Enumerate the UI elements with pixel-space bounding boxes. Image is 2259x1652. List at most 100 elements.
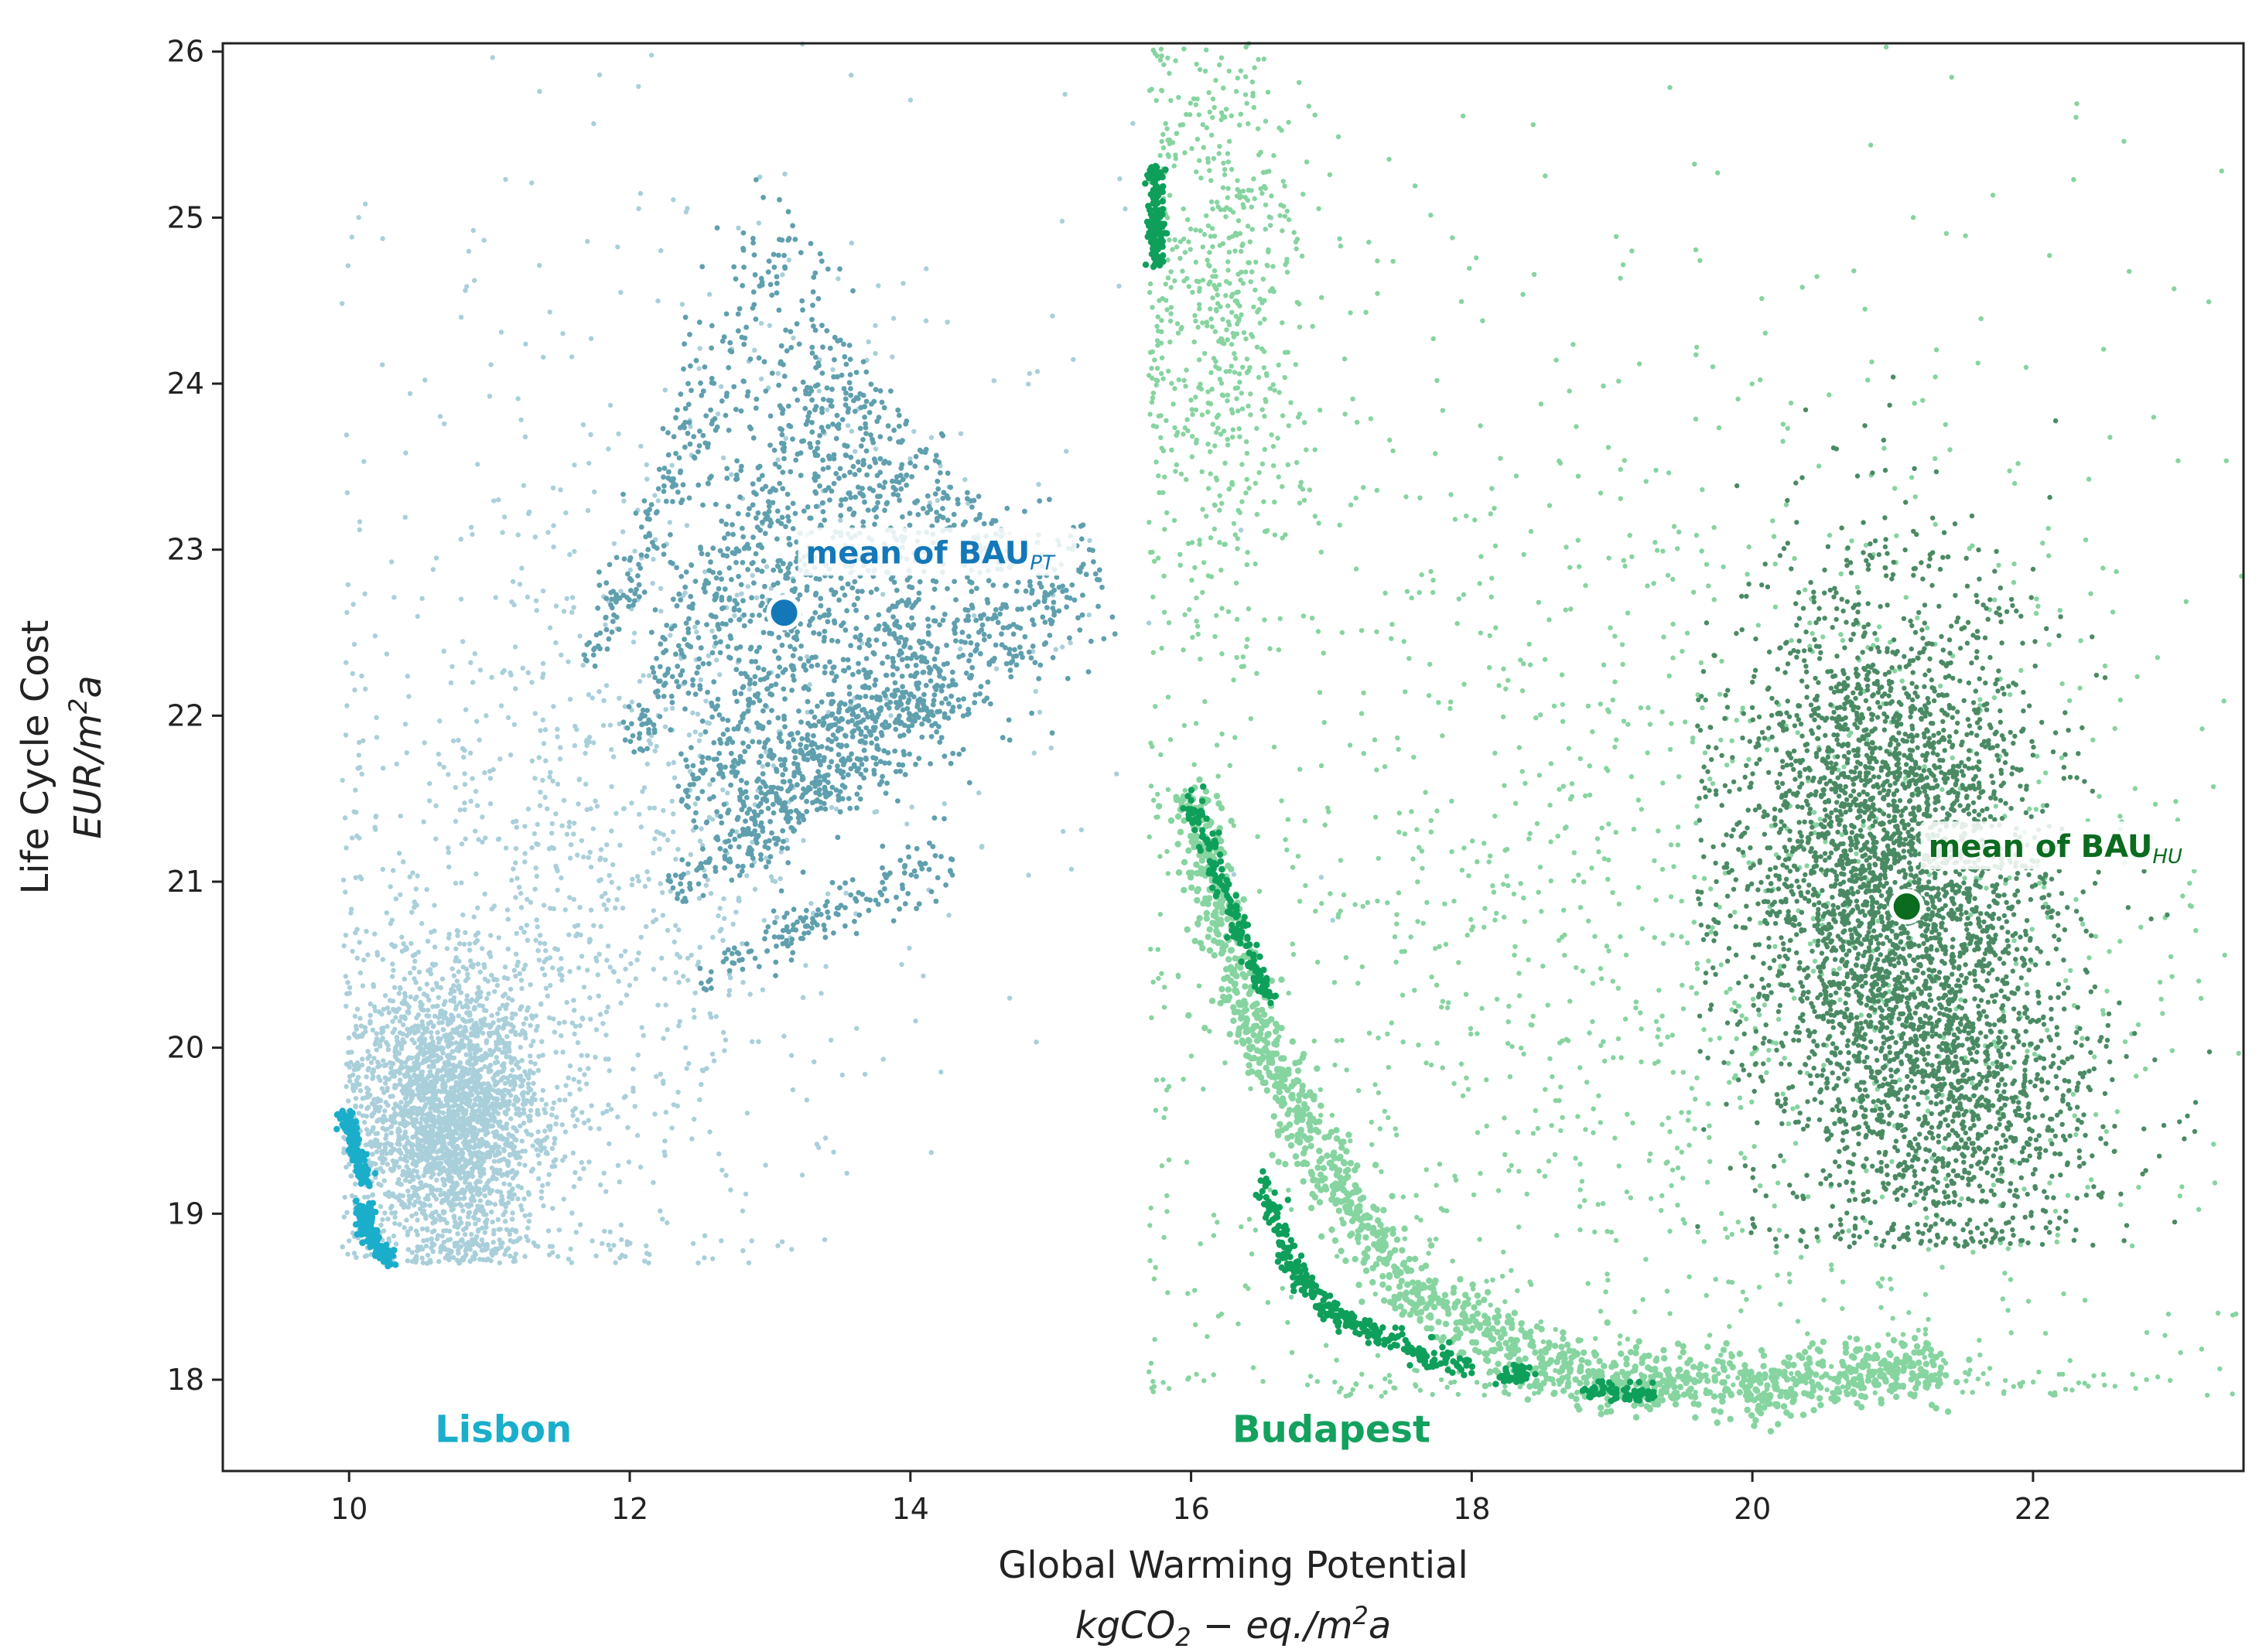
scatter-point (1117, 176, 1123, 182)
scatter-point (434, 1070, 440, 1077)
scatter-point (534, 1138, 539, 1144)
scatter-point (496, 836, 502, 841)
scatter-point (677, 1019, 682, 1024)
scatter-point (702, 767, 708, 773)
scatter-point (494, 1070, 500, 1077)
scatter-point (546, 846, 552, 852)
scatter-point (644, 869, 650, 875)
scatter-point (494, 1042, 499, 1048)
scatter-point (857, 425, 863, 432)
scatter-point (662, 1138, 668, 1144)
scatter-point (642, 883, 648, 889)
scatter-point (432, 1047, 437, 1053)
scatter-point (757, 527, 764, 533)
scatter-point (858, 404, 864, 411)
scatter-point (543, 985, 549, 992)
scatter-point (652, 748, 658, 754)
scatter-point (680, 482, 686, 488)
scatter-point (571, 605, 576, 610)
scatter-point (475, 462, 480, 467)
scatter-point (758, 275, 764, 282)
scatter-point (605, 944, 611, 949)
scatter-point (921, 973, 926, 979)
scatter-point (666, 469, 672, 475)
scatter-point (412, 1067, 417, 1073)
scatter-point (535, 1067, 542, 1073)
scatter-point (549, 831, 555, 836)
scatter-point (465, 1121, 470, 1127)
scatter-point (429, 1035, 434, 1040)
scatter-point (890, 491, 897, 497)
scatter-point (456, 986, 462, 992)
scatter-point (701, 585, 707, 591)
scatter-point (646, 727, 651, 732)
scatter-point (555, 734, 560, 739)
scatter-point (521, 1097, 527, 1103)
scatter-point (682, 679, 688, 685)
scatter-point (555, 947, 561, 953)
scatter-point (803, 422, 809, 427)
scatter-point (660, 425, 666, 432)
scatter-point (459, 1203, 464, 1209)
scatter-point (479, 1237, 485, 1243)
scatter-point (425, 1007, 431, 1013)
scatter-point (368, 1060, 374, 1066)
scatter-point (793, 457, 799, 463)
scatter-point (357, 739, 362, 746)
scatter-point (763, 703, 768, 708)
scatter-point (571, 998, 576, 1003)
scatter-point (398, 1121, 403, 1127)
scatter-point (371, 984, 377, 989)
scatter-point (689, 387, 694, 394)
scatter-point (709, 1051, 716, 1057)
scatter-point (533, 598, 539, 603)
scatter-point (424, 981, 430, 987)
scatter-point (482, 770, 487, 776)
scatter-point (778, 343, 784, 349)
scatter-point (870, 487, 876, 493)
scatter-point (749, 561, 755, 566)
scatter-point (343, 933, 349, 938)
scatter-point (526, 1072, 531, 1077)
scatter-point (697, 944, 702, 951)
scatter-point (628, 578, 634, 583)
scatter-point (360, 1056, 365, 1062)
scatter-point (628, 961, 634, 967)
scatter-point (518, 1006, 523, 1012)
scatter-point (542, 1107, 547, 1112)
scatter-point (484, 1217, 490, 1223)
scatter-point (541, 354, 546, 360)
scatter-point (590, 826, 596, 831)
scatter-point (401, 1001, 406, 1006)
scatter-point (417, 986, 422, 992)
scatter-point (420, 1031, 425, 1037)
scatter-point (522, 1213, 528, 1219)
scatter-point (518, 1203, 524, 1209)
scatter-point (689, 606, 695, 611)
scatter-point (750, 305, 756, 311)
scatter-point (425, 1073, 431, 1080)
scatter-point (464, 1010, 470, 1015)
scatter-point (763, 388, 769, 394)
scatter-point (899, 961, 904, 968)
scatter-point (673, 970, 679, 975)
scatter-point (559, 973, 565, 978)
scatter-point (765, 269, 771, 275)
scatter-point (501, 1065, 507, 1071)
scatter-point (771, 567, 777, 573)
scatter-point (518, 1032, 523, 1037)
scatter-point (685, 690, 692, 696)
scatter-point (675, 1090, 681, 1095)
scatter-point (392, 1053, 398, 1059)
scatter-point (435, 1058, 440, 1064)
scatter-point (388, 1142, 394, 1149)
scatter-point (424, 1183, 429, 1188)
scatter-point (744, 1111, 750, 1116)
scatter-point (509, 1015, 514, 1021)
scatter-point (845, 409, 851, 415)
scatter-point (518, 978, 525, 983)
scatter-point (620, 491, 626, 497)
scatter-point (1034, 1039, 1039, 1045)
scatter-point (532, 534, 538, 540)
scatter-point (473, 1152, 478, 1158)
